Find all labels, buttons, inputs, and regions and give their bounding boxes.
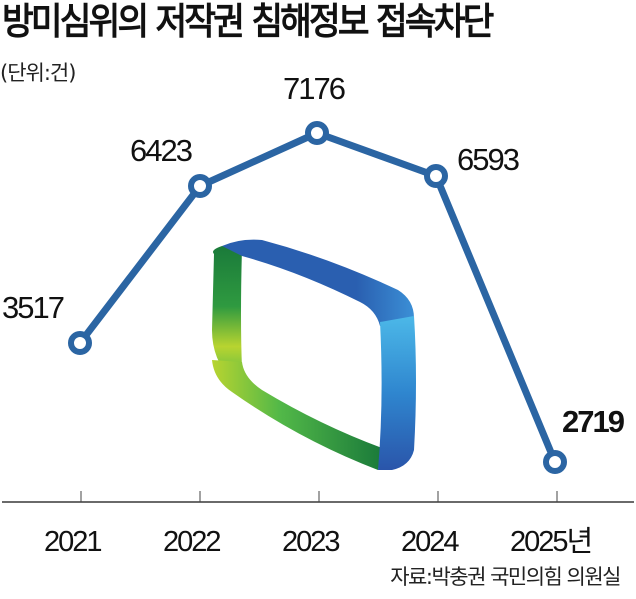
value-label-2022: 6423	[130, 133, 192, 168]
x-label-2024: 2024	[401, 526, 459, 558]
data-point-2021[interactable]	[68, 331, 92, 355]
data-point-2025[interactable]	[543, 450, 567, 474]
unit-label: (단위:건)	[0, 61, 76, 85]
x-label-2025: 2025년	[510, 526, 591, 558]
data-point-2022[interactable]	[188, 174, 212, 198]
value-label-2024: 6593	[457, 142, 519, 177]
x-label-2023: 2023	[282, 526, 339, 558]
data-point-2024[interactable]	[424, 164, 448, 188]
x-label-2022: 2022	[163, 526, 220, 558]
value-label-2025: 2719	[562, 404, 625, 439]
x-label-2021: 2021	[44, 526, 101, 558]
x-ticks	[80, 491, 558, 502]
kcsc-logo-icon	[212, 239, 416, 470]
chart-title: 방미심위의 저작권 침해정보 접속차단	[2, 0, 494, 43]
series-line	[77, 129, 559, 464]
source-note: 자료:박충권 국민의힘 의원실	[390, 565, 621, 589]
value-label-2023: 7176	[283, 71, 345, 106]
value-label-2021: 3517	[2, 290, 64, 325]
data-point-2023[interactable]	[305, 121, 329, 145]
